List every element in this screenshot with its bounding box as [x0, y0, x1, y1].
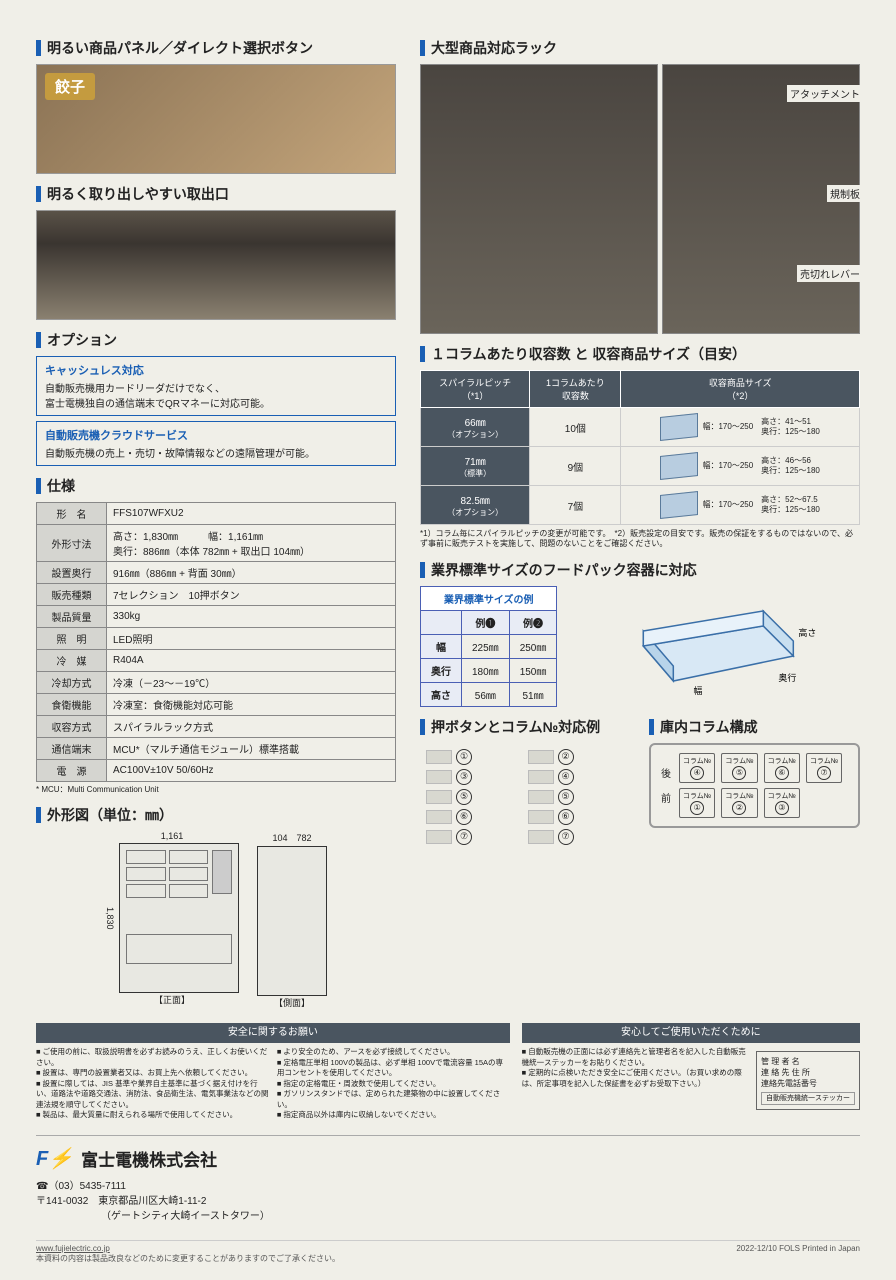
diagram: 1,161 1,830 【正面】 104 782 【側面】: [36, 831, 396, 1009]
option-box: 自動販売機クラウドサービス自動販売機の売上・売切・故障情報などの遠隔管理が可能。: [36, 421, 396, 466]
h-capacity: １コラムあたり収容数 と 収容商品サイズ（目安）: [420, 344, 860, 364]
col-struct: 後前 コラム№④コラム№⑤コラム№⑥コラム№⑦ コラム№①コラム№②コラム№③: [649, 743, 860, 828]
footer: F⚡富士電機株式会社 ☎（03）5435-7111 〒141-0032 東京都品…: [36, 1135, 860, 1264]
spec-table: 形 名FFS107WFXU2外形寸法高さ：1,830㎜ 幅：1,161㎜ 奥行：…: [36, 502, 396, 782]
fe-logo: F⚡: [36, 1146, 73, 1171]
gyoza-label: 餃子: [45, 73, 95, 100]
capacity-note: *1）コラム毎にスパイラルピッチの変更が可能です。 *2）販売設定の目安です。販…: [420, 529, 860, 550]
h-btncol: 押ボタンとコラム№対応例: [420, 717, 631, 737]
h-option: オプション: [36, 330, 396, 350]
tray-diagram: 幅 奥行 高さ: [567, 586, 860, 696]
h-rack: 大型商品対応ラック: [420, 38, 860, 58]
h-panel: 明るい商品パネル／ダイレクト選択ボタン: [36, 38, 396, 58]
photo-panel: 餃子: [36, 64, 396, 174]
h-spec: 仕様: [36, 476, 396, 496]
h-outlet: 明るく取り出しやすい取出口: [36, 184, 396, 204]
svg-text:高さ: 高さ: [799, 627, 817, 638]
photo-rack-2: アタッチメント 規制板 売切れレバー: [662, 64, 860, 334]
manager-box: 管 理 者 名 連 絡 先 住 所 連絡先電話番号 自動販売機統一ステッカー: [756, 1051, 860, 1110]
h-diagram: 外形図（単位：㎜）: [36, 805, 396, 825]
h-colstruct: 庫内コラム構成: [649, 717, 860, 737]
safety-section: 安全に関するお願い ご使用の前に、取扱説明書を必ずお読みのうえ、正しくお使いくだ…: [36, 1023, 860, 1121]
std-table: 業界標準サイズの例 例❶例❷ 幅225㎜250㎜奥行180㎜150㎜高さ56㎜5…: [420, 586, 557, 707]
option-box: キャッシュレス対応自動販売機用カードリーダだけでなく、 富士電機独自の通信端末で…: [36, 356, 396, 416]
capacity-table: スパイラルピッチ （*1）1コラムあたり 収容数収容商品サイズ （*2） 66㎜…: [420, 370, 860, 525]
svg-text:奥行: 奥行: [779, 672, 797, 683]
photo-rack-1: [420, 64, 658, 334]
spec-note: * MCU：Multi Communication Unit: [36, 784, 396, 795]
h-foodpack: 業界標準サイズのフードパック容器に対応: [420, 560, 860, 580]
svg-text:幅: 幅: [694, 685, 703, 696]
btn-grid: ①②③④⑤⑤⑥⑥⑦⑦: [420, 743, 631, 851]
photo-outlet: [36, 210, 396, 320]
